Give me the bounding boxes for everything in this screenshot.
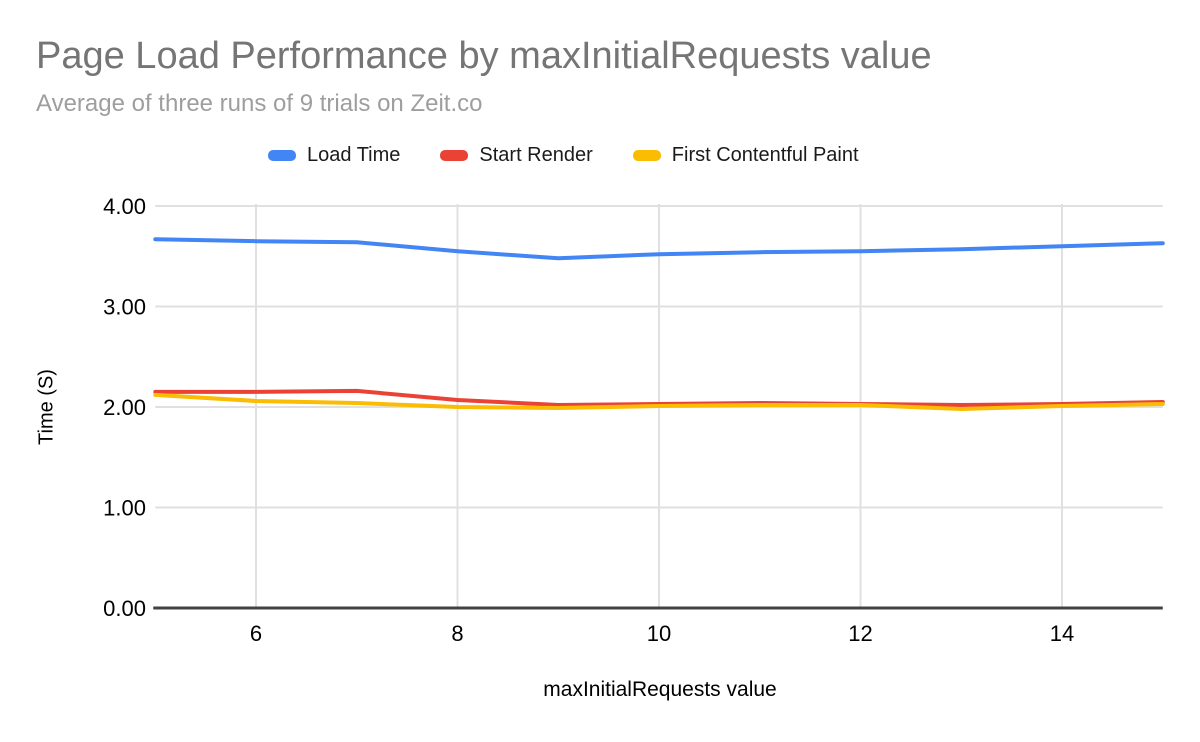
- x-tick-label: 10: [647, 621, 671, 646]
- legend-item-first-contentful-paint: First Contentful Paint: [632, 144, 859, 167]
- x-tick-label: 8: [451, 621, 463, 646]
- y-axis-title: Time (S): [35, 369, 58, 445]
- legend-label: Start Render: [479, 144, 593, 166]
- series-line-start-render: [153, 388, 1165, 407]
- chart-subtitle: Average of three runs of 9 trials on Zei…: [36, 90, 483, 117]
- y-tick-label: 0.00: [103, 596, 146, 621]
- start-render-swatch-icon: [440, 150, 469, 161]
- load-time-swatch-icon: [268, 150, 296, 161]
- legend-label: Load Time: [307, 144, 401, 166]
- y-tick-label: 3.00: [103, 295, 146, 320]
- series-line-load-time: [153, 237, 1165, 261]
- x-axis-title: maxInitialRequests value: [543, 678, 777, 701]
- y-tick-label: 1.00: [103, 496, 146, 521]
- y-tick-label: 2.00: [103, 395, 146, 420]
- x-tick-label: 14: [1050, 621, 1074, 646]
- y-tick-label: 4.00: [103, 194, 146, 219]
- legend: Load Time Start Render First Contentful …: [268, 144, 859, 167]
- first-contentful-paint-swatch-icon: [632, 150, 661, 161]
- chart-title: Page Load Performance by maxInitialReque…: [36, 35, 932, 77]
- legend-label: First Contentful Paint: [671, 144, 859, 166]
- series-line-first-contentful-paint: [153, 392, 1165, 411]
- legend-item-start-render: Start Render: [440, 144, 593, 167]
- x-tick-label: 12: [848, 621, 872, 646]
- legend-item-load-time: Load Time: [268, 144, 400, 167]
- x-tick-label: 6: [250, 621, 262, 646]
